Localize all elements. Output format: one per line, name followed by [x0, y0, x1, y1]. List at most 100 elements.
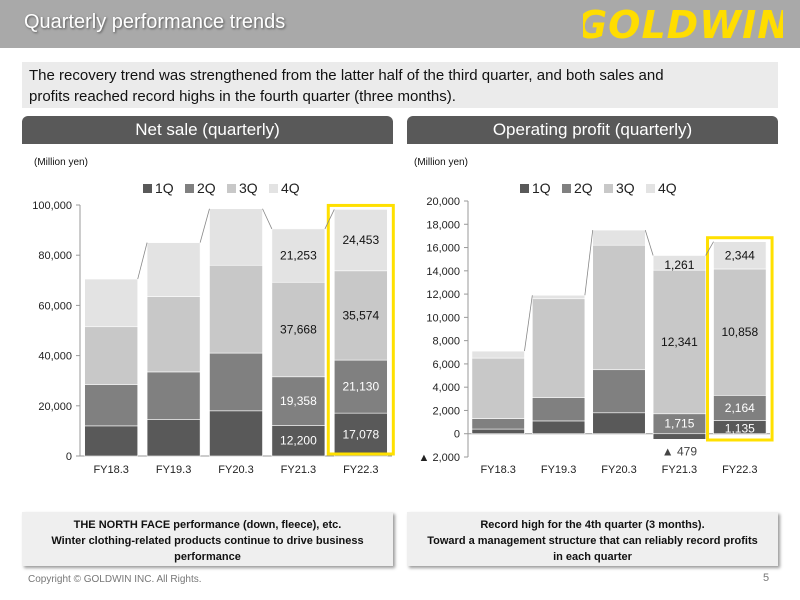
y-tick-label: 6,000 — [432, 359, 460, 371]
connector-line — [705, 241, 714, 256]
y-tick-label: 100,000 — [32, 200, 72, 212]
op-note-line-1: Record high for the 4th quarter (3 month… — [480, 519, 705, 531]
x-tick-label: FY19.3 — [156, 464, 191, 476]
operating-profit-note: Record high for the 4th quarter (3 month… — [407, 512, 778, 566]
bar-4q-fy22-3 — [333, 209, 388, 272]
connector-line — [199, 208, 210, 243]
bar-3q-fy18-3 — [471, 357, 525, 419]
net-sale-note: THE NORTH FACE performance (down, fleece… — [22, 512, 393, 566]
x-tick-label: FY20.3 — [601, 464, 636, 476]
bar-2q-fy20-3 — [209, 352, 263, 412]
data-label: 12,341 — [661, 335, 698, 349]
connector-line — [644, 229, 654, 256]
bar-4q-fy20-3 — [209, 208, 263, 266]
x-tick-label: FY22.3 — [722, 464, 757, 476]
legend-label-1q: 1Q — [532, 180, 551, 196]
highlight-frame — [706, 236, 774, 442]
bar-4q-fy20-3 — [592, 229, 646, 246]
y-tick-label: 8,000 — [432, 336, 460, 348]
y-tick-label: 20,000 — [426, 196, 460, 208]
net-sale-unit-label: (Million yen) — [34, 157, 88, 168]
y-tick-label: ▲ 2,000 — [419, 452, 460, 464]
legend-label-2q: 2Q — [197, 180, 216, 196]
net-note-line-2: Winter clothing-related products continu… — [51, 535, 364, 547]
data-label: 2,344 — [725, 248, 755, 262]
bar-1q-fy20-3 — [209, 410, 263, 457]
highlight-frame — [326, 203, 395, 456]
data-label: 12,200 — [280, 434, 317, 448]
bar-1q-fy20-3 — [592, 412, 646, 435]
bar-4q-fy19-3 — [532, 294, 586, 300]
legend-label-2q: 2Q — [574, 180, 593, 196]
copyright: Copyright © GOLDWIN INC. All Rights. — [28, 574, 202, 585]
bar-3q-fy20-3 — [592, 244, 646, 371]
y-tick-label: 60,000 — [38, 300, 72, 312]
legend-swatch-1q — [143, 184, 152, 193]
data-label: 21,253 — [280, 249, 317, 263]
bar-2q-fy18-3 — [471, 418, 525, 430]
intro-line-2: profits reached record highs in the four… — [29, 88, 456, 105]
bar-3q-fy18-3 — [84, 326, 139, 385]
bar-1q-fy21-3 — [271, 425, 326, 457]
bar-3q-fy19-3 — [146, 296, 201, 373]
bar-2q-fy22-3 — [713, 395, 767, 421]
bar-4q-fy21-3 — [271, 228, 326, 283]
y-tick-label: 80,000 — [38, 250, 72, 262]
connector-line — [137, 242, 148, 280]
x-tick-label: FY20.3 — [218, 464, 253, 476]
y-tick-label: 20,000 — [38, 401, 72, 413]
bar-4q-fy21-3 — [652, 255, 706, 271]
data-label: ▲ 479 — [662, 444, 698, 458]
data-label: 35,574 — [342, 308, 379, 322]
bar-2q-fy18-3 — [84, 384, 139, 427]
connector-line — [584, 230, 594, 296]
y-tick-label: 12,000 — [426, 289, 460, 301]
legend-swatch-2q — [562, 184, 571, 193]
connector-line — [524, 295, 533, 352]
data-label: 19,358 — [280, 394, 317, 408]
bar-1q-fy21-3 — [652, 433, 706, 440]
data-label: 24,453 — [342, 233, 379, 247]
bar-2q-fy21-3 — [271, 376, 326, 426]
bar-3q-fy20-3 — [209, 264, 263, 354]
legend-swatch-3q — [227, 184, 236, 193]
y-tick-label: 2,000 — [432, 405, 460, 417]
logo-text: GOLDWIN — [583, 4, 783, 44]
bar-1q-fy22-3 — [333, 412, 388, 457]
y-tick-label: 10,000 — [426, 312, 460, 324]
bar-4q-fy18-3 — [84, 278, 139, 328]
bar-1q-fy19-3 — [532, 420, 586, 435]
data-label: 17,078 — [342, 428, 379, 442]
bar-3q-fy21-3 — [652, 269, 706, 415]
x-tick-label: FY22.3 — [343, 464, 378, 476]
bar-4q-fy18-3 — [471, 350, 525, 359]
y-tick-label: 14,000 — [426, 266, 460, 278]
x-tick-label: FY18.3 — [93, 464, 128, 476]
connector-line — [324, 209, 335, 230]
goldwin-logo: GOLDWIN — [583, 4, 783, 44]
y-tick-label: 40,000 — [38, 351, 72, 363]
data-label: 1,135 — [725, 422, 755, 436]
page-number: 5 — [763, 572, 770, 584]
y-tick-label: 16,000 — [426, 243, 460, 255]
bar-3q-fy19-3 — [532, 298, 586, 398]
bar-3q-fy22-3 — [713, 268, 767, 396]
y-tick-label: 4,000 — [432, 382, 460, 394]
net-note-line-1: THE NORTH FACE performance (down, fleece… — [73, 519, 342, 531]
legend-swatch-1q — [520, 184, 529, 193]
op-note-line-3: in each quarter — [553, 551, 632, 563]
x-tick-label: FY18.3 — [480, 464, 515, 476]
x-tick-label: FY21.3 — [281, 464, 316, 476]
net-sale-header: Net sale (quarterly) — [22, 116, 393, 144]
data-label: 37,668 — [280, 323, 317, 337]
legend-swatch-3q — [604, 184, 613, 193]
bar-2q-fy20-3 — [592, 369, 646, 414]
data-label: 1,715 — [664, 417, 694, 431]
data-label: 10,858 — [721, 325, 758, 339]
y-tick-label: 0 — [66, 451, 72, 463]
bar-4q-fy22-3 — [713, 241, 767, 270]
legend-label-3q: 3Q — [616, 180, 635, 196]
bar-1q-fy19-3 — [146, 419, 201, 457]
data-label: 1,261 — [664, 258, 694, 272]
operating-profit-chart: ▲ 2,000 0 2,000 4,000 6,000 8,000 10,000 12,000… — [419, 180, 774, 476]
